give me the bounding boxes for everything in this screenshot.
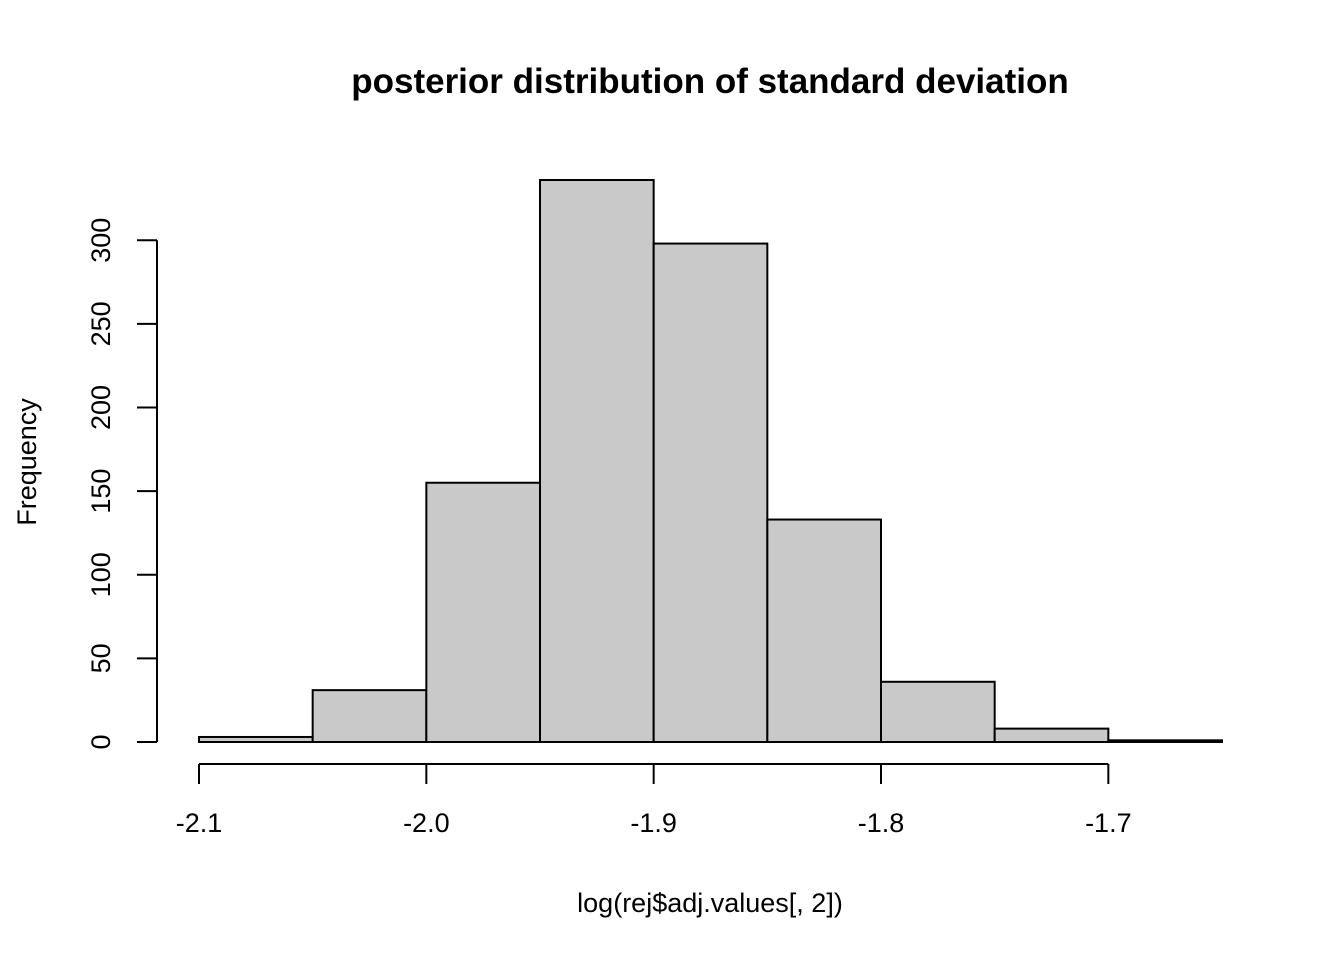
x-tick-label: -2.1 bbox=[176, 808, 223, 838]
histogram-bar-0 bbox=[198, 735, 314, 743]
histogram-bar-5 bbox=[766, 518, 882, 744]
histogram-bar-6 bbox=[880, 680, 996, 743]
x-tick-label: -1.9 bbox=[630, 808, 677, 838]
y-axis: 0 50 100 150 200 250 300 bbox=[86, 218, 158, 750]
x-tick-label: -1.7 bbox=[1085, 808, 1132, 838]
y-axis-label: Frequency bbox=[12, 398, 42, 526]
x-tick-label: -2.0 bbox=[403, 808, 450, 838]
y-tick-label: 300 bbox=[86, 218, 116, 263]
y-tick-label: 0 bbox=[86, 734, 116, 749]
histogram-bar-3 bbox=[539, 179, 655, 743]
histogram-bar-7 bbox=[993, 727, 1110, 743]
x-tick-label: -1.8 bbox=[858, 808, 905, 838]
histogram-bar-8 bbox=[1107, 739, 1224, 744]
y-tick-label: 250 bbox=[86, 301, 116, 346]
y-tick-label: 100 bbox=[86, 552, 116, 597]
y-tick-label: 150 bbox=[86, 469, 116, 514]
histogram-bar-1 bbox=[311, 689, 428, 743]
y-tick-label: 200 bbox=[86, 385, 116, 430]
histogram-bars bbox=[198, 179, 1224, 744]
histogram-bar-2 bbox=[425, 481, 542, 743]
histogram-bar-4 bbox=[652, 242, 769, 744]
y-tick-label: 50 bbox=[86, 643, 116, 673]
x-axis-label: log(rej$adj.values[, 2]) bbox=[577, 888, 843, 918]
chart-title: posterior distribution of standard devia… bbox=[351, 62, 1069, 101]
x-axis: -2.1 -2.0 -1.9 -1.8 -1.7 bbox=[176, 763, 1132, 838]
